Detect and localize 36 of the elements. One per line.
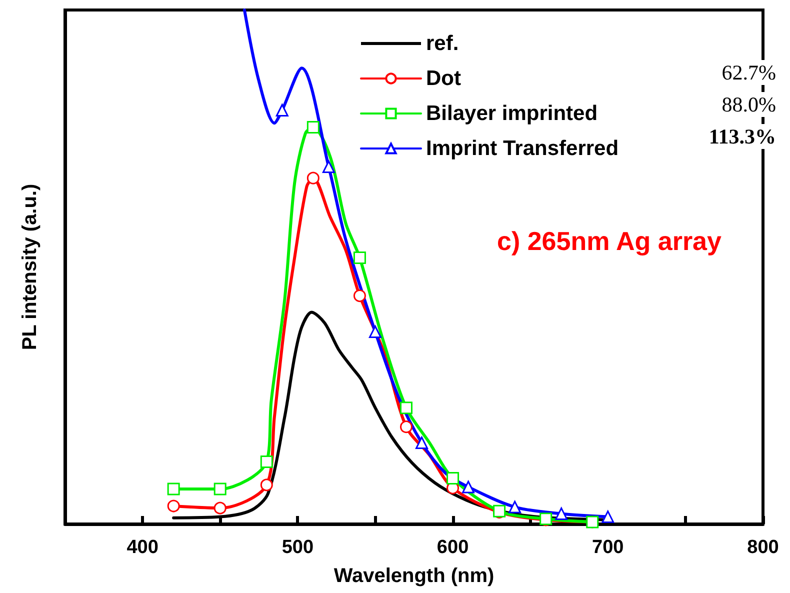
point	[353, 252, 366, 264]
annotation: c) 265nm Ag array	[497, 226, 722, 256]
point	[508, 500, 522, 514]
point	[306, 172, 320, 184]
point	[462, 480, 475, 494]
point	[602, 510, 614, 524]
legend-label: Imprint Transferred	[426, 137, 619, 160]
point	[167, 500, 180, 512]
legend-label: Dot	[426, 67, 461, 90]
x-tick-label: 800	[747, 537, 779, 558]
x-tick-label: 700	[592, 537, 624, 558]
point	[260, 456, 273, 468]
point	[260, 478, 273, 492]
point	[306, 120, 320, 134]
point	[416, 436, 428, 450]
x-tick-label: 400	[126, 537, 158, 558]
point	[400, 402, 412, 414]
annotation: 88.0%	[722, 92, 776, 116]
x-axis-title: Wavelength (nm)	[334, 565, 494, 587]
point	[353, 290, 366, 302]
x-tick-label: 600	[436, 537, 469, 558]
legend-label: ref.	[426, 32, 459, 55]
x-tick-label: 500	[282, 537, 314, 558]
point	[214, 502, 226, 514]
point	[322, 160, 335, 174]
point	[276, 104, 288, 116]
legend-label: Bilayer imprinted	[426, 102, 598, 125]
point	[167, 482, 180, 496]
point	[446, 472, 460, 485]
annotation: 113.3%	[708, 124, 776, 148]
point	[400, 420, 412, 434]
point	[555, 507, 568, 520]
y-axis-title: PL intensity (a.u.)	[19, 184, 41, 350]
point	[368, 326, 382, 338]
annotation: 62.7%	[722, 60, 776, 84]
point	[214, 482, 226, 496]
